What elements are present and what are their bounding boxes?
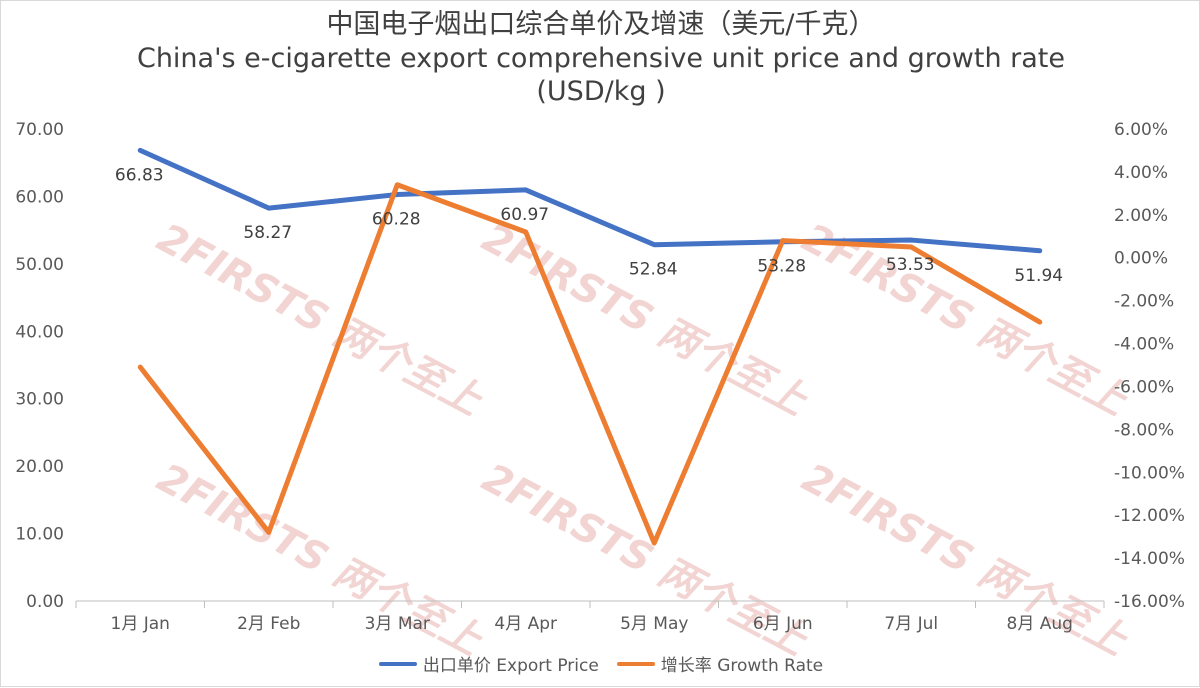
y-right-tick-label: -14.00%	[1114, 549, 1185, 569]
y-right-tick-label: -2.00%	[1114, 292, 1174, 312]
x-tick-label: 1月 Jan	[111, 614, 170, 634]
y-left-tick-label: 40.00	[15, 322, 64, 342]
growth-rate-line	[137, 182, 1043, 546]
y-left-tick-label: 30.00	[15, 390, 64, 410]
chart-legend: 出口单价 Export Price 增长率 Growth Rate	[1, 651, 1200, 676]
chart-title-chinese: 中国电子烟出口综合单价及增速（美元/千克）	[326, 9, 876, 40]
price-data-label: 58.27	[243, 223, 292, 243]
x-tick-label: 7月 Jul	[884, 614, 938, 634]
y-right-tick-label: 2.00%	[1114, 206, 1168, 226]
x-tick-label: 8月 Aug	[1007, 614, 1073, 634]
legend-swatch-growth	[616, 661, 655, 666]
y-right-tick-label: 6.00%	[1114, 120, 1168, 140]
y-left-tick-label: 10.00	[15, 525, 64, 545]
y-left-tick-label: 70.00	[15, 120, 64, 140]
y-left-tick-label: 20.00	[15, 457, 64, 477]
x-tick-label: 4月 Apr	[494, 614, 557, 634]
y-right-tick-label: -12.00%	[1114, 506, 1185, 526]
x-tick-label: 6月 Jun	[753, 614, 813, 634]
export-price-line	[137, 147, 1043, 254]
price-data-label: 60.28	[372, 210, 421, 230]
y-right-tick-label: -10.00%	[1114, 463, 1185, 483]
legend-item-growth[interactable]: 增长率 Growth Rate	[616, 651, 824, 676]
legend-item-price[interactable]: 出口单价 Export Price	[378, 651, 599, 676]
y-right-tick-label: -4.00%	[1114, 335, 1174, 355]
y-left-tick-label: 60.00	[15, 187, 64, 207]
y-right-tick-label: -16.00%	[1114, 592, 1185, 612]
y-left-tick-label: 50.00	[15, 255, 64, 275]
y-right-tick-label: 4.00%	[1114, 163, 1168, 183]
chart-title-unit: (USD/kg )	[536, 76, 666, 107]
price-data-label: 60.97	[500, 205, 549, 225]
chart-title-english: China's e-cigarette export comprehensive…	[136, 43, 1066, 74]
x-tick-label: 5月 May	[620, 614, 688, 634]
legend-label-growth: 增长率 Growth Rate	[660, 656, 824, 676]
y-right-tick-label: -6.00%	[1114, 377, 1174, 397]
legend-label-price: 出口单价 Export Price	[422, 656, 599, 676]
price-data-label: 52.84	[629, 260, 678, 280]
y-left-tick-label: 0.00	[26, 592, 64, 612]
legend-swatch-price	[378, 661, 417, 666]
price-data-label: 51.94	[1014, 266, 1063, 286]
price-data-label: 53.28	[757, 257, 806, 277]
y-right-tick-label: -8.00%	[1114, 420, 1174, 440]
price-data-label: 53.53	[886, 255, 935, 275]
x-tick-label: 3月 Mar	[365, 614, 430, 634]
y-right-tick-label: 0.00%	[1114, 249, 1168, 269]
x-tick-label: 2月 Feb	[237, 614, 300, 634]
price-data-label: 66.83	[115, 165, 164, 185]
